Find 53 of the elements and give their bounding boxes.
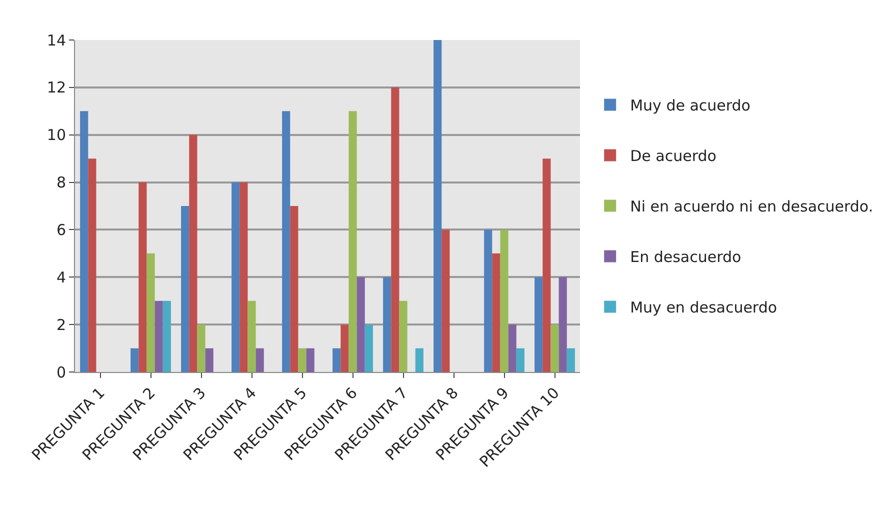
legend-label: De acuerdo bbox=[630, 147, 716, 166]
bar bbox=[516, 348, 524, 372]
bar bbox=[348, 111, 357, 372]
bar bbox=[500, 230, 508, 372]
bar bbox=[130, 348, 139, 372]
bar bbox=[232, 182, 240, 372]
legend-label: Ni en acuerdo ni en desacuerdo. bbox=[630, 198, 874, 216]
bar bbox=[146, 253, 155, 372]
bar bbox=[364, 324, 373, 372]
bar bbox=[415, 348, 424, 372]
bar bbox=[248, 300, 256, 372]
bar bbox=[240, 182, 248, 372]
bar bbox=[356, 277, 365, 372]
bar bbox=[154, 300, 163, 372]
bar bbox=[399, 300, 408, 372]
y-tick-label: 14 bbox=[46, 31, 66, 50]
bar bbox=[340, 324, 349, 372]
bar bbox=[508, 324, 516, 372]
bar bbox=[181, 206, 190, 372]
bar bbox=[442, 230, 450, 372]
bar bbox=[566, 348, 575, 372]
y-tick-label: 10 bbox=[46, 126, 66, 144]
legend-label: En desacuerdo bbox=[630, 248, 742, 266]
bar bbox=[484, 230, 492, 372]
bar bbox=[534, 277, 543, 372]
y-tick-label: 6 bbox=[56, 220, 66, 239]
bar bbox=[138, 182, 147, 372]
bar bbox=[162, 300, 171, 372]
bar bbox=[434, 40, 442, 372]
bar bbox=[197, 324, 206, 372]
bar bbox=[306, 348, 314, 372]
y-tick-label: 2 bbox=[56, 316, 66, 334]
bar bbox=[550, 324, 559, 372]
bar bbox=[383, 277, 392, 372]
bar bbox=[492, 253, 500, 372]
bar bbox=[391, 87, 400, 372]
bar bbox=[205, 348, 214, 372]
bar bbox=[542, 158, 551, 372]
bar bbox=[332, 348, 341, 372]
bar bbox=[88, 158, 96, 372]
y-tick-label: 12 bbox=[46, 78, 66, 97]
bar bbox=[282, 111, 290, 372]
legend-label: Muy de acuerdo bbox=[630, 96, 750, 115]
y-tick-label: 8 bbox=[56, 174, 66, 192]
bar bbox=[298, 348, 306, 372]
y-tick-label: 0 bbox=[56, 363, 66, 382]
bar bbox=[189, 134, 198, 372]
bar bbox=[256, 348, 264, 372]
bar bbox=[290, 206, 298, 372]
legend-label: Muy en desacuerdo bbox=[630, 298, 778, 317]
y-tick-label: 4 bbox=[56, 268, 66, 286]
bar bbox=[80, 111, 88, 372]
bar bbox=[558, 277, 567, 372]
